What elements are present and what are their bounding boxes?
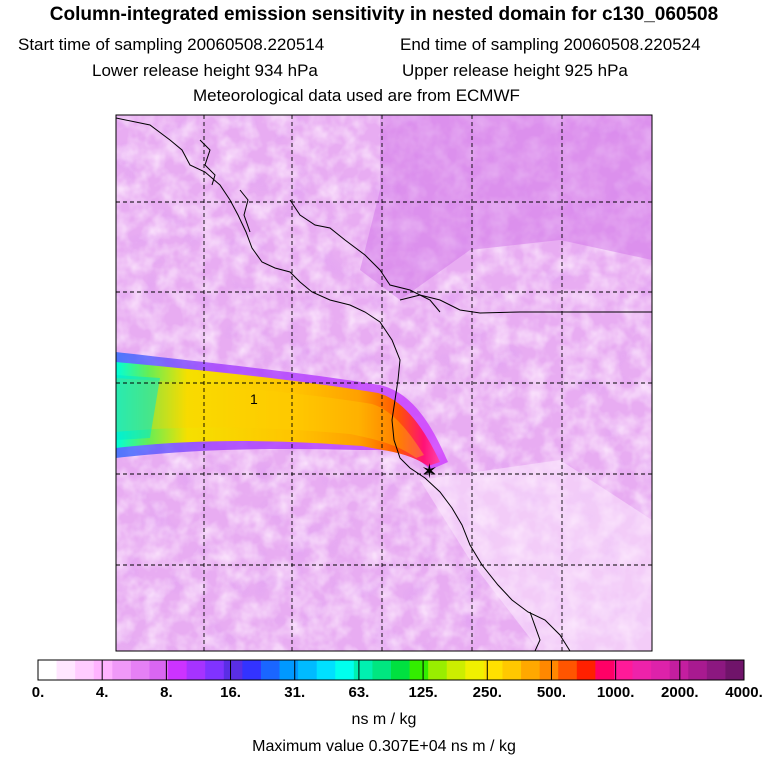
page-title: Column-integrated emission sensitivity i… [49,4,719,25]
colorbar-frame [37,659,745,681]
colorbar-tick-label: 63. [348,684,370,701]
colorbar-swatch [632,660,652,680]
colorbar-swatch [372,660,392,680]
colorbar-swatch [576,660,596,680]
colorbar-swatch [669,660,689,680]
colorbar-tick-label: 4. [95,684,109,701]
colorbar-swatch [223,660,243,680]
colorbar-swatch [149,660,169,680]
gulf-outline [239,189,251,233]
lower-release-height-label: Lower release height 934 hPa [92,61,318,80]
colorbar-swatch [38,660,57,680]
colorbar-swatch [186,660,206,680]
colorbar-swatch [539,660,559,680]
colorbar-swatch [409,660,429,680]
colorbar-swatch [428,660,448,680]
colorbar-swatch [112,660,132,680]
upper-release-height-label: Upper release height 925 hPa [402,61,628,80]
colorbar-tick-label: 0. [31,684,45,701]
plume-contour-label: 1 [250,391,258,407]
plume-tail [116,375,160,440]
colorbar-swatch [706,660,726,680]
release-point-marker: ✶ [421,459,438,483]
colorbar-swatch [260,660,280,680]
colorbar-swatch [316,660,336,680]
border-line [289,199,441,313]
plume-inner [116,378,424,458]
field-light-region [420,460,652,651]
colorbar-swatch [279,660,299,680]
colorbar-swatch [558,660,578,680]
colorbar [37,659,745,681]
colorbar-swatch [353,660,373,680]
baja-outline [199,139,216,186]
colorbar-swatch [335,660,355,680]
colorbar-tick-label: 250. [472,684,502,701]
colorbar-swatch [56,660,76,680]
maximum-value-label: Maximum value 0.307E+04 ns m / kg [252,738,516,755]
colorbar-swatch [613,660,633,680]
colorbar-swatch [502,660,522,680]
colorbar-tick-label: 500. [536,684,567,701]
colorbar-swatch [242,660,262,680]
colorbar-swatch [391,660,410,680]
colorbar-tick-label: 4000. [725,684,763,701]
colorbar-swatch [595,660,615,680]
colorbar-units: ns m / kg [351,711,417,728]
field-dark-region [360,115,652,300]
coastline [116,117,571,651]
colorbar-swatch [483,660,503,680]
colorbar-tick-label: 8. [160,684,173,701]
map-frame [115,114,653,652]
colorbar-tick-label: 31. [284,684,306,701]
met-data-label: Meteorological data used are from ECMWF [193,86,520,105]
colorbar-swatch [521,660,541,680]
colorbar-swatch [465,660,485,680]
end-time-label: End time of sampling 20060508.220524 [400,35,701,54]
start-time-label: Start time of sampling 20060508.220514 [18,35,325,54]
colorbar-swatch [93,660,113,680]
plume-core [116,362,440,466]
colorbar-swatch [446,660,466,680]
colorbar-swatch [130,660,150,680]
colorbar-swatch [651,660,671,680]
colorbar-swatch [725,660,745,680]
gulf-coast-line [399,294,652,314]
graticule [116,115,652,651]
colorbar-tick-label: 2000. [661,684,699,701]
colorbar-swatch [298,660,318,680]
colorbar-tick-label: 1000. [596,684,635,701]
isthmus-line [529,611,541,651]
colorbar-tick-label: 16. [220,684,241,701]
colorbar-swatch [205,660,225,680]
colorbar-swatch [75,660,95,680]
colorbar-swatch [688,660,708,680]
colorbar-swatch [168,660,188,680]
colorbar-tick-label: 125. [408,684,438,701]
map-field [116,115,652,651]
